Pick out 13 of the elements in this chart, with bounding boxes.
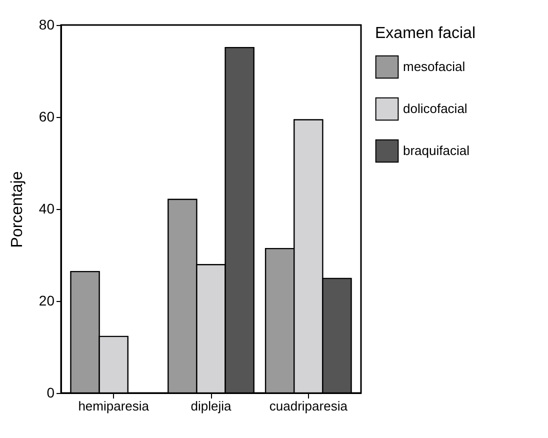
y-tick-label: 80 xyxy=(38,16,55,32)
x-tick-label: diplejia xyxy=(190,398,232,414)
y-tick-label: 20 xyxy=(38,292,55,308)
y-tick-label: 40 xyxy=(38,200,55,216)
legend-label: dolicofacial xyxy=(403,101,468,116)
legend-title: Examen facial xyxy=(375,25,476,42)
x-tick-label: hemiparesia xyxy=(78,398,150,414)
x-tick-label: cuadriparesia xyxy=(269,398,348,414)
y-tick-label: 60 xyxy=(38,108,55,124)
legend-label: braquifacial xyxy=(403,143,470,158)
legend-label: mesofacial xyxy=(403,59,466,74)
y-tick-label: 0 xyxy=(46,384,55,400)
y-axis-title: Porcentaje xyxy=(8,171,26,248)
